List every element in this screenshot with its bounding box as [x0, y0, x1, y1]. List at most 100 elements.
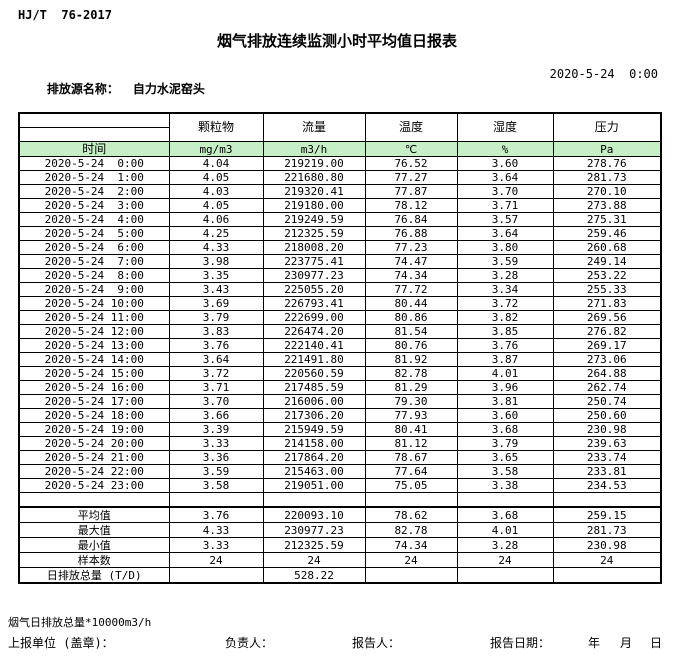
value-cell: 80.44 [364, 296, 458, 311]
data-body: 2020-5-24 0:00 4.04 219219.00 76.52 3.60 278.… [18, 156, 662, 508]
table-row: 2020-5-24 14:00 3.64 221491.80 81.92 3.87 273… [18, 352, 662, 367]
summary-value-cell: 3.76 [168, 506, 264, 523]
report-datetime: 2020-5-24 0:00 [549, 67, 658, 81]
value-cell: 219051.00 [262, 478, 366, 493]
empty-cell [18, 492, 170, 508]
value-cell: 217306.20 [262, 408, 366, 423]
time-cell: 2020-5-24 11:00 [18, 310, 170, 325]
table-row: 2020-5-24 9:00 3.43 225055.20 77.72 3.34 255.… [18, 282, 662, 297]
value-cell: 270.10 [552, 184, 662, 199]
value-cell: 249.14 [552, 254, 662, 269]
value-cell: 222140.41 [262, 338, 366, 353]
value-cell: 3.68 [456, 422, 554, 437]
value-cell: 221491.80 [262, 352, 366, 367]
summary-value-cell: 259.15 [552, 506, 662, 523]
value-cell: 275.31 [552, 212, 662, 227]
value-cell: 226474.20 [262, 324, 366, 339]
value-cell: 222699.00 [262, 310, 366, 325]
value-cell: 3.59 [456, 254, 554, 269]
source-label: 排放源名称： [46, 82, 119, 96]
value-cell: 250.74 [552, 394, 662, 409]
value-cell: 4.33 [168, 240, 264, 255]
value-cell: 78.67 [364, 450, 458, 465]
unit-cell-flow: m3/h [262, 141, 366, 157]
summary-row: 最大值 4.33 230977.23 82.78 4.01 281.73 [18, 522, 662, 538]
value-cell: 4.06 [168, 212, 264, 227]
summary-value-cell: 78.62 [364, 506, 458, 523]
responsible-label: 负责人： [225, 636, 274, 650]
value-cell: 217864.20 [262, 450, 366, 465]
column-header-humidity: 湿度 [456, 112, 554, 142]
table-row: 2020-5-24 1:00 4.05 221680.80 77.27 3.64 281.… [18, 170, 662, 185]
summary-label-cell: 样本数 [18, 552, 170, 568]
time-cell: 2020-5-24 12:00 [18, 324, 170, 339]
value-cell: 3.72 [456, 296, 554, 311]
value-cell: 262.74 [552, 380, 662, 395]
value-cell: 217485.59 [262, 380, 366, 395]
value-cell: 3.69 [168, 296, 264, 311]
time-cell: 2020-5-24 16:00 [18, 380, 170, 395]
summary-label-cell: 平均值 [18, 506, 170, 523]
value-cell: 269.56 [552, 310, 662, 325]
time-cell: 2020-5-24 9:00 [18, 282, 170, 297]
day-label: 日 [650, 636, 663, 650]
unit-cell-humidity: % [456, 141, 554, 157]
value-cell: 80.86 [364, 310, 458, 325]
value-cell: 79.30 [364, 394, 458, 409]
summary-value-cell: 74.34 [364, 537, 458, 553]
unit-cell-pressure: Pa [552, 141, 662, 157]
value-cell: 81.29 [364, 380, 458, 395]
value-cell: 218008.20 [262, 240, 366, 255]
value-cell: 273.88 [552, 198, 662, 213]
table-row: 2020-5-24 11:00 3.79 222699.00 80.86 3.82 269… [18, 310, 662, 325]
table-row: 2020-5-24 6:00 4.33 218008.20 77.23 3.80 260.… [18, 240, 662, 255]
year-label: 年 [588, 636, 601, 650]
header-empty-top-cell [18, 112, 170, 128]
value-cell: 82.78 [364, 366, 458, 381]
value-cell: 3.71 [456, 198, 554, 213]
time-cell: 2020-5-24 23:00 [18, 478, 170, 493]
value-cell: 3.36 [168, 450, 264, 465]
value-cell: 80.76 [364, 338, 458, 353]
table-row: 2020-5-24 4:00 4.06 219249.59 76.84 3.57 275.… [18, 212, 662, 227]
summary-label-cell: 日排放总量 (T/D) [18, 567, 170, 584]
time-cell: 2020-5-24 1:00 [18, 170, 170, 185]
value-cell: 3.33 [168, 436, 264, 451]
value-cell: 3.87 [456, 352, 554, 367]
value-cell: 3.80 [456, 240, 554, 255]
value-cell: 75.05 [364, 478, 458, 493]
table-row: 2020-5-24 19:00 3.39 215949.59 80.41 3.68 230… [18, 422, 662, 437]
value-cell: 77.23 [364, 240, 458, 255]
summary-value-cell [364, 567, 458, 584]
value-cell: 3.28 [456, 268, 554, 283]
value-cell: 4.05 [168, 170, 264, 185]
time-cell: 2020-5-24 21:00 [18, 450, 170, 465]
time-header: 时间 [18, 141, 170, 157]
table-row: 2020-5-24 7:00 3.98 223775.41 74.47 3.59 249.… [18, 254, 662, 269]
value-cell: 77.27 [364, 170, 458, 185]
value-cell: 3.58 [168, 478, 264, 493]
summary-value-cell: 230977.23 [262, 522, 366, 538]
spacer-row [18, 492, 662, 508]
summary-value-cell: 3.33 [168, 537, 264, 553]
summary-row: 样本数 24 24 24 24 24 [18, 552, 662, 568]
empty-cell [456, 492, 554, 508]
value-cell: 3.98 [168, 254, 264, 269]
header-empty-bottom-cell [18, 127, 170, 142]
value-cell: 260.68 [552, 240, 662, 255]
value-cell: 77.87 [364, 184, 458, 199]
value-cell: 233.81 [552, 464, 662, 479]
summary-value-cell: 24 [364, 552, 458, 568]
value-cell: 216006.00 [262, 394, 366, 409]
value-cell: 3.64 [456, 226, 554, 241]
value-cell: 78.12 [364, 198, 458, 213]
value-cell: 3.72 [168, 366, 264, 381]
summary-label-cell: 最大值 [18, 522, 170, 538]
value-cell: 77.64 [364, 464, 458, 479]
time-cell: 2020-5-24 0:00 [18, 156, 170, 171]
value-cell: 3.59 [168, 464, 264, 479]
value-cell: 223775.41 [262, 254, 366, 269]
value-cell: 219180.00 [262, 198, 366, 213]
time-cell: 2020-5-24 7:00 [18, 254, 170, 269]
summary-value-cell: 212325.59 [262, 537, 366, 553]
